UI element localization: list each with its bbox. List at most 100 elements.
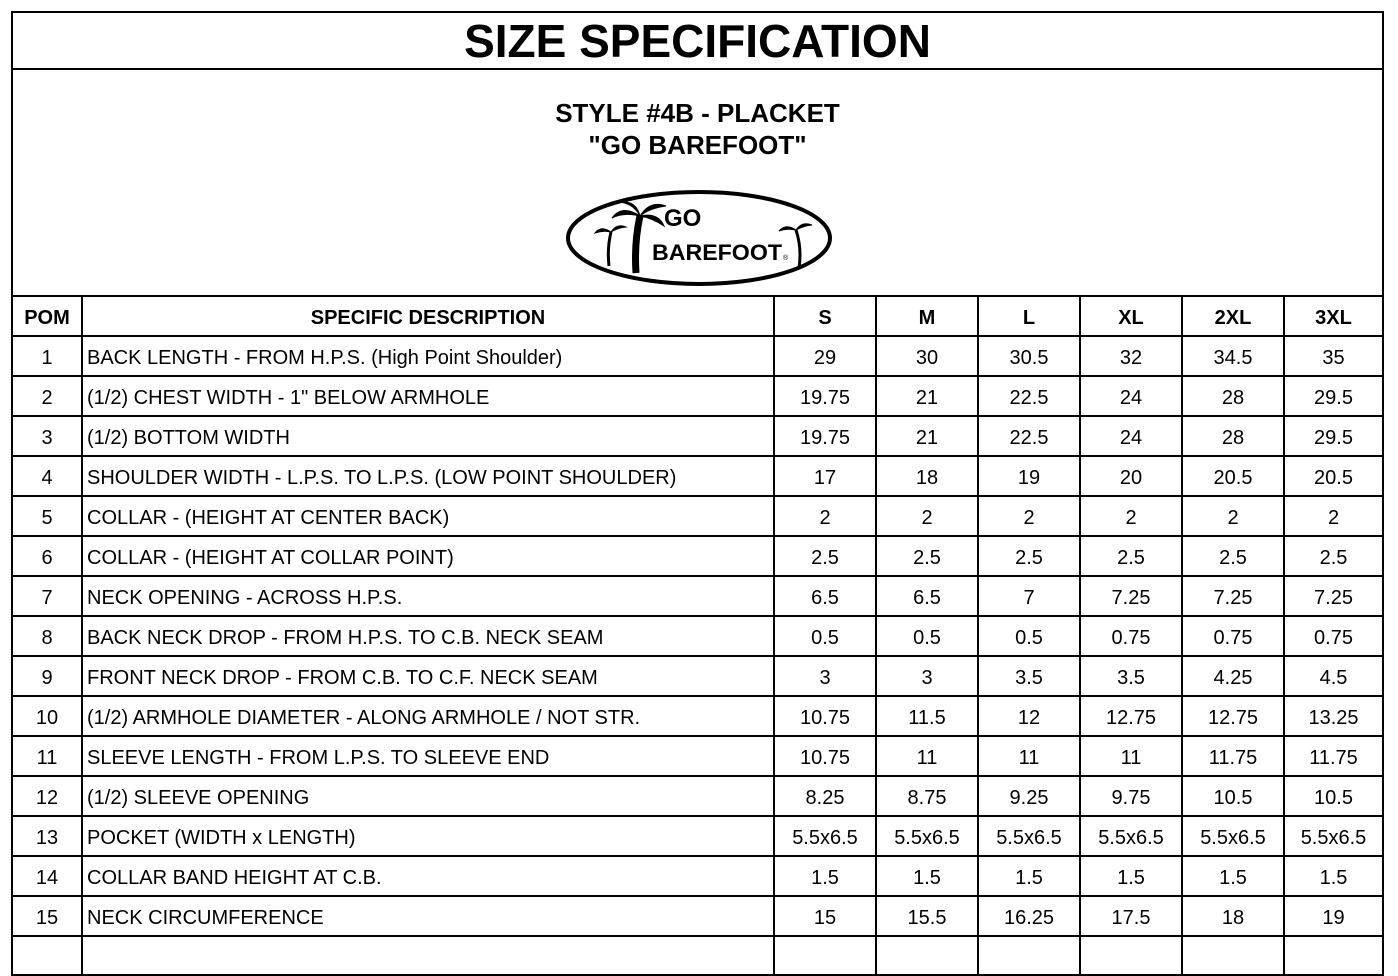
measurement: 7.25 <box>1079 575 1183 617</box>
measurement: 11 <box>1079 735 1183 777</box>
measurement: 7 <box>977 575 1081 617</box>
measurement: 21 <box>875 415 979 457</box>
empty-cell <box>977 935 1081 974</box>
empty-cell <box>1181 935 1285 974</box>
measurement: 1.5 <box>1283 855 1382 897</box>
measurement: 10.75 <box>773 695 877 737</box>
measurement: 7.25 <box>1181 575 1285 617</box>
measurement: 20.5 <box>1283 455 1382 497</box>
measurement: 3.5 <box>1079 655 1183 697</box>
header-size: S <box>773 297 877 337</box>
measurement: 2 <box>977 495 1081 537</box>
header-size: 2XL <box>1181 297 1285 337</box>
measurement: 6.5 <box>773 575 877 617</box>
measurement: 29.5 <box>1283 415 1382 457</box>
pom-number: 14 <box>13 855 83 897</box>
measurement: 6.5 <box>875 575 979 617</box>
measurement: 3 <box>773 655 877 697</box>
description: POCKET (WIDTH x LENGTH) <box>81 815 775 857</box>
description: (1/2) SLEEVE OPENING <box>81 775 775 817</box>
description: NECK CIRCUMFERENCE <box>81 895 775 937</box>
measurement: 8.75 <box>875 775 979 817</box>
description: FRONT NECK DROP - FROM C.B. TO C.F. NECK… <box>81 655 775 697</box>
measurement: 2 <box>1181 495 1285 537</box>
measurement: 13.25 <box>1283 695 1382 737</box>
measurement: 11 <box>977 735 1081 777</box>
measurement: 5.5x6.5 <box>977 815 1081 857</box>
measurement: 2.5 <box>1079 535 1183 577</box>
header-pom: POM <box>13 297 83 337</box>
logo-registered: ® <box>783 254 789 262</box>
measurement: 3.5 <box>977 655 1081 697</box>
measurement: 2.5 <box>977 535 1081 577</box>
measurement: 1.5 <box>875 855 979 897</box>
go-barefoot-logo: GO BAREFOOT ® <box>566 190 832 286</box>
table-row: 7 NECK OPENING - ACROSS H.P.S. 6.5 6.5 7 7.25… <box>13 575 1382 617</box>
table-row: 2 (1/2) CHEST WIDTH - 1" BELOW ARMHOLE 19.… <box>13 375 1382 417</box>
measurement: 2 <box>1079 495 1183 537</box>
pom-number: 8 <box>13 615 83 657</box>
measurement: 5.5x6.5 <box>1079 815 1183 857</box>
size-spec-sheet: SIZE SPECIFICATION STYLE #4B - PLACKET "… <box>11 11 1384 976</box>
pom-number: 6 <box>13 535 83 577</box>
pom-number: 9 <box>13 655 83 697</box>
measurement: 0.75 <box>1181 615 1285 657</box>
measurement: 2.5 <box>1181 535 1285 577</box>
header-size: XL <box>1079 297 1183 337</box>
pom-number: 15 <box>13 895 83 937</box>
table-row: 5 COLLAR - (HEIGHT AT CENTER BACK) 2 2 2 2 2 2 <box>13 495 1382 537</box>
table-row: 8 BACK NECK DROP - FROM H.P.S. TO C.B. NE… <box>13 615 1382 657</box>
measurement: 5.5x6.5 <box>1181 815 1285 857</box>
table-row: 15 NECK CIRCUMFERENCE 15 15.5 16.25 17.5 18 19 <box>13 895 1382 937</box>
measurement: 5.5x6.5 <box>875 815 979 857</box>
measurement: 2.5 <box>875 535 979 577</box>
pom-number: 1 <box>13 335 83 377</box>
style-header: STYLE #4B - PLACKET "GO BAREFOOT" GO BAR… <box>13 70 1382 297</box>
measurement: 11.75 <box>1181 735 1285 777</box>
measurement: 2 <box>773 495 877 537</box>
measurement: 12.75 <box>1079 695 1183 737</box>
description: COLLAR BAND HEIGHT AT C.B. <box>81 855 775 897</box>
measurement: 0.5 <box>875 615 979 657</box>
measurement: 2.5 <box>773 535 877 577</box>
pom-number: 7 <box>13 575 83 617</box>
palm-tree-icon <box>593 201 813 274</box>
pom-number: 13 <box>13 815 83 857</box>
measurement: 0.75 <box>1079 615 1183 657</box>
measurement: 17.5 <box>1079 895 1183 937</box>
style-name: STYLE #4B - PLACKET "GO BAREFOOT" <box>13 97 1382 161</box>
table-row: 14 COLLAR BAND HEIGHT AT C.B. 1.5 1.5 1.5 1.5… <box>13 855 1382 897</box>
empty-cell <box>13 935 83 974</box>
empty-cell <box>81 935 775 974</box>
header-size: L <box>977 297 1081 337</box>
measurement: 30.5 <box>977 335 1081 377</box>
measurement: 30 <box>875 335 979 377</box>
measurement: 10.5 <box>1181 775 1285 817</box>
empty-cell <box>773 935 877 974</box>
measurement: 1.5 <box>1181 855 1285 897</box>
style-number: STYLE #4B - PLACKET <box>555 98 840 128</box>
measurement: 19 <box>977 455 1081 497</box>
description: NECK OPENING - ACROSS H.P.S. <box>81 575 775 617</box>
measurement: 28 <box>1181 375 1285 417</box>
description: (1/2) ARMHOLE DIAMETER - ALONG ARMHOLE /… <box>81 695 775 737</box>
measurement: 20 <box>1079 455 1183 497</box>
measurement: 3 <box>875 655 979 697</box>
measurement: 22.5 <box>977 415 1081 457</box>
table-row: 6 COLLAR - (HEIGHT AT COLLAR POINT) 2.5 2.5… <box>13 535 1382 577</box>
measurement: 16.25 <box>977 895 1081 937</box>
measurement: 8.25 <box>773 775 877 817</box>
measurement: 18 <box>1181 895 1285 937</box>
measurement: 18 <box>875 455 979 497</box>
table-row: 13 POCKET (WIDTH x LENGTH) 5.5x6.5 5.5x6.5 5… <box>13 815 1382 857</box>
measurement: 22.5 <box>977 375 1081 417</box>
measurement: 19 <box>1283 895 1382 937</box>
table-row: 12 (1/2) SLEEVE OPENING 8.25 8.75 9.25 9.75 10… <box>13 775 1382 817</box>
description: COLLAR - (HEIGHT AT COLLAR POINT) <box>81 535 775 577</box>
measurement: 12 <box>977 695 1081 737</box>
pom-number: 2 <box>13 375 83 417</box>
measurement: 24 <box>1079 375 1183 417</box>
style-brand: "GO BAREFOOT" <box>588 130 807 160</box>
pom-number: 4 <box>13 455 83 497</box>
measurement: 0.5 <box>773 615 877 657</box>
